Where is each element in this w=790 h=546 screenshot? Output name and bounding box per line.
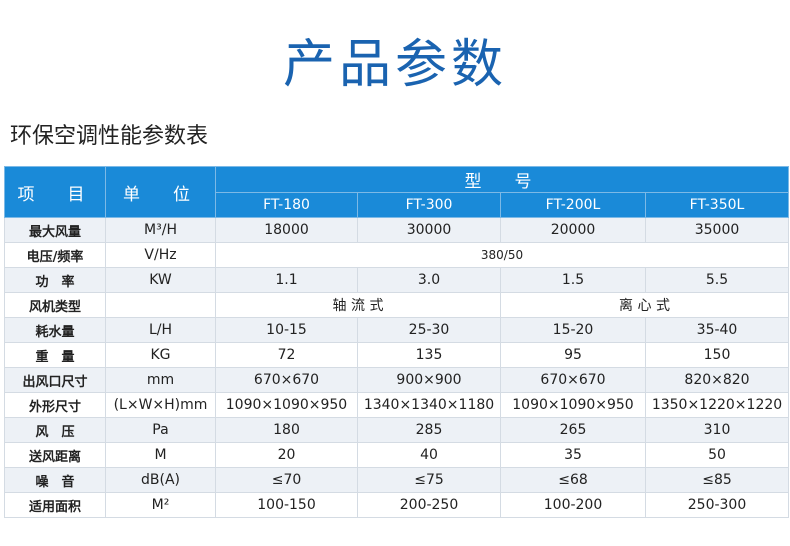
unit-cell: mm [105, 367, 216, 393]
table-cell: 285 [357, 417, 501, 443]
table-row: 耗水量 L/H 10-15 25-30 15-20 35-40 [4, 317, 789, 343]
table-row: 重 量 KG 72 135 95 150 [4, 342, 789, 368]
spec-table: 项 目 单 位 型 号 FT-180 FT-300 FT-200L FT-350… [4, 166, 789, 518]
table-cell: 265 [500, 417, 646, 443]
table-cell: 310 [645, 417, 789, 443]
table-cell: 离 心 式 [500, 292, 789, 318]
row-label: 送风距离 [4, 442, 106, 468]
table-cell: 35-40 [645, 317, 789, 343]
unit-cell: dB(A) [105, 467, 216, 493]
table-cell: 670×670 [215, 367, 358, 393]
table-cell: 900×900 [357, 367, 501, 393]
row-label: 功 率 [4, 267, 106, 293]
table-cell: 25-30 [357, 317, 501, 343]
table-cell: 18000 [215, 217, 358, 243]
table-cell: 135 [357, 342, 501, 368]
table-row: 出风口尺寸 mm 670×670 900×900 670×670 820×820 [4, 367, 789, 393]
table-cell: 35 [500, 442, 646, 468]
table-cell: 100-150 [215, 492, 358, 518]
row-label: 重 量 [4, 342, 106, 368]
row-label: 适用面积 [4, 492, 106, 518]
table-cell: 1.5 [500, 267, 646, 293]
row-label: 最大风量 [4, 217, 106, 243]
table-cell: 150 [645, 342, 789, 368]
row-label: 外形尺寸 [4, 392, 106, 418]
row-label: 耗水量 [4, 317, 106, 343]
table-cell: 100-200 [500, 492, 646, 518]
table-row: 噪 音 dB(A) ≤70 ≤75 ≤68 ≤85 [4, 467, 789, 493]
unit-cell [105, 292, 216, 318]
unit-cell: (L×W×H)mm [105, 392, 216, 418]
page-title: 产品参数 [282, 35, 507, 95]
model-header: FT-180 [215, 192, 358, 218]
table-cell: 1350×1220×1220 [645, 392, 789, 418]
table-cell: 670×670 [500, 367, 646, 393]
table-row: 风 压 Pa 180 285 265 310 [4, 417, 789, 443]
row-label: 风 压 [4, 417, 106, 443]
unit-cell: KW [105, 267, 216, 293]
unit-cell: M² [105, 492, 216, 518]
table-cell: 820×820 [645, 367, 789, 393]
table-cell: 1090×1090×950 [215, 392, 358, 418]
unit-cell: M³/H [105, 217, 216, 243]
table-cell: 200-250 [357, 492, 501, 518]
header-model: 型 号 [215, 166, 789, 193]
table-cell: 轴 流 式 [215, 292, 501, 318]
header-item: 项 目 [4, 166, 106, 218]
table-cell: 20 [215, 442, 358, 468]
table-cell: 380/50 [215, 242, 789, 268]
table-cell: 10-15 [215, 317, 358, 343]
table-cell: 20000 [500, 217, 646, 243]
unit-cell: V/Hz [105, 242, 216, 268]
table-title: 环保空调性能参数表 [10, 124, 209, 149]
table-cell: 3.0 [357, 267, 501, 293]
table-cell: 1.1 [215, 267, 358, 293]
table-row: 外形尺寸 (L×W×H)mm 1090×1090×950 1340×1340×1180… [4, 392, 789, 418]
model-header: FT-200L [500, 192, 646, 218]
table-cell: 35000 [645, 217, 789, 243]
unit-cell: Pa [105, 417, 216, 443]
table-row: 风机类型 轴 流 式离 心 式 [4, 292, 789, 318]
table-row: 电压/频率 V/Hz 380/50 [4, 242, 789, 268]
table-row: 功 率 KW 1.1 3.0 1.5 5.5 [4, 267, 789, 293]
table-cell: ≤70 [215, 467, 358, 493]
table-cell: ≤68 [500, 467, 646, 493]
table-cell: 1090×1090×950 [500, 392, 646, 418]
table-cell: 50 [645, 442, 789, 468]
table-cell: ≤75 [357, 467, 501, 493]
unit-cell: M [105, 442, 216, 468]
table-row: 适用面积 M² 100-150 200-250 100-200 250-300 [4, 492, 789, 518]
table-cell: 1340×1340×1180 [357, 392, 501, 418]
row-label: 噪 音 [4, 467, 106, 493]
row-label: 出风口尺寸 [4, 367, 106, 393]
table-cell: 30000 [357, 217, 501, 243]
model-header: FT-300 [357, 192, 501, 218]
table-cell: 250-300 [645, 492, 789, 518]
table-cell: 95 [500, 342, 646, 368]
unit-cell: L/H [105, 317, 216, 343]
model-header: FT-350L [645, 192, 789, 218]
table-cell: 72 [215, 342, 358, 368]
table-cell: 5.5 [645, 267, 789, 293]
row-label: 电压/频率 [4, 242, 106, 268]
table-row: 送风距离 M 20 40 35 50 [4, 442, 789, 468]
header-unit: 单 位 [105, 166, 216, 218]
row-label: 风机类型 [4, 292, 106, 318]
table-row: 最大风量 M³/H 18000 30000 20000 35000 [4, 217, 789, 243]
table-cell: 40 [357, 442, 501, 468]
unit-cell: KG [105, 342, 216, 368]
table-cell: 180 [215, 417, 358, 443]
table-cell: 15-20 [500, 317, 646, 343]
table-cell: ≤85 [645, 467, 789, 493]
